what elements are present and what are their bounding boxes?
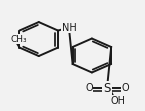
Text: OH: OH (111, 96, 126, 106)
Text: O: O (121, 83, 129, 93)
Text: CH₃: CH₃ (10, 35, 27, 44)
Text: O: O (85, 83, 93, 93)
Text: NH: NH (61, 23, 76, 33)
Text: S: S (103, 82, 111, 95)
